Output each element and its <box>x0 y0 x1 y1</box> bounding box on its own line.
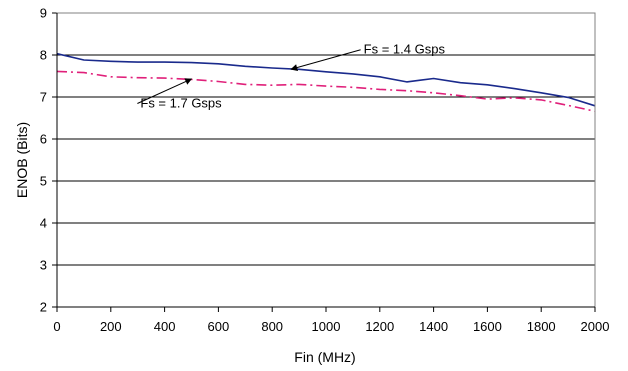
y-tick-label: 2 <box>40 300 47 315</box>
y-tick-label: 7 <box>40 90 47 105</box>
x-tick-label: 1200 <box>365 319 394 334</box>
x-tick-label: 800 <box>261 319 283 334</box>
x-tick-label: 0 <box>53 319 60 334</box>
y-tick-label: 8 <box>40 48 47 63</box>
plot-frame <box>56 12 596 308</box>
x-axis-title: Fin (MHz) <box>294 349 355 365</box>
x-tick-label: 1000 <box>312 319 341 334</box>
y-tick-label: 4 <box>40 216 47 231</box>
y-tick-label: 6 <box>40 132 47 147</box>
x-tick-label: 1800 <box>527 319 556 334</box>
x-tick-label: 2000 <box>581 319 610 334</box>
annotation-label: Fs = 1.7 Gsps <box>140 96 222 111</box>
annotation-arrow <box>137 78 193 104</box>
series-line-fs-1-7-gsps <box>56 70 596 113</box>
annotation-arrow <box>290 49 361 71</box>
y-tick-label: 9 <box>40 6 47 21</box>
x-tick-label: 200 <box>100 319 122 334</box>
series-line-fs-1-4-gsps <box>56 52 596 107</box>
y-tick-label: 5 <box>40 174 47 189</box>
x-tick-label: 400 <box>154 319 176 334</box>
x-tick-label: 1400 <box>419 319 448 334</box>
y-tick-label: 3 <box>40 258 47 273</box>
y-axis-title: ENOB (Bits) <box>14 122 30 198</box>
annotation-label: Fs = 1.4 Gsps <box>364 42 446 57</box>
x-tick-label: 1600 <box>473 319 502 334</box>
x-tick-label: 600 <box>208 319 230 334</box>
